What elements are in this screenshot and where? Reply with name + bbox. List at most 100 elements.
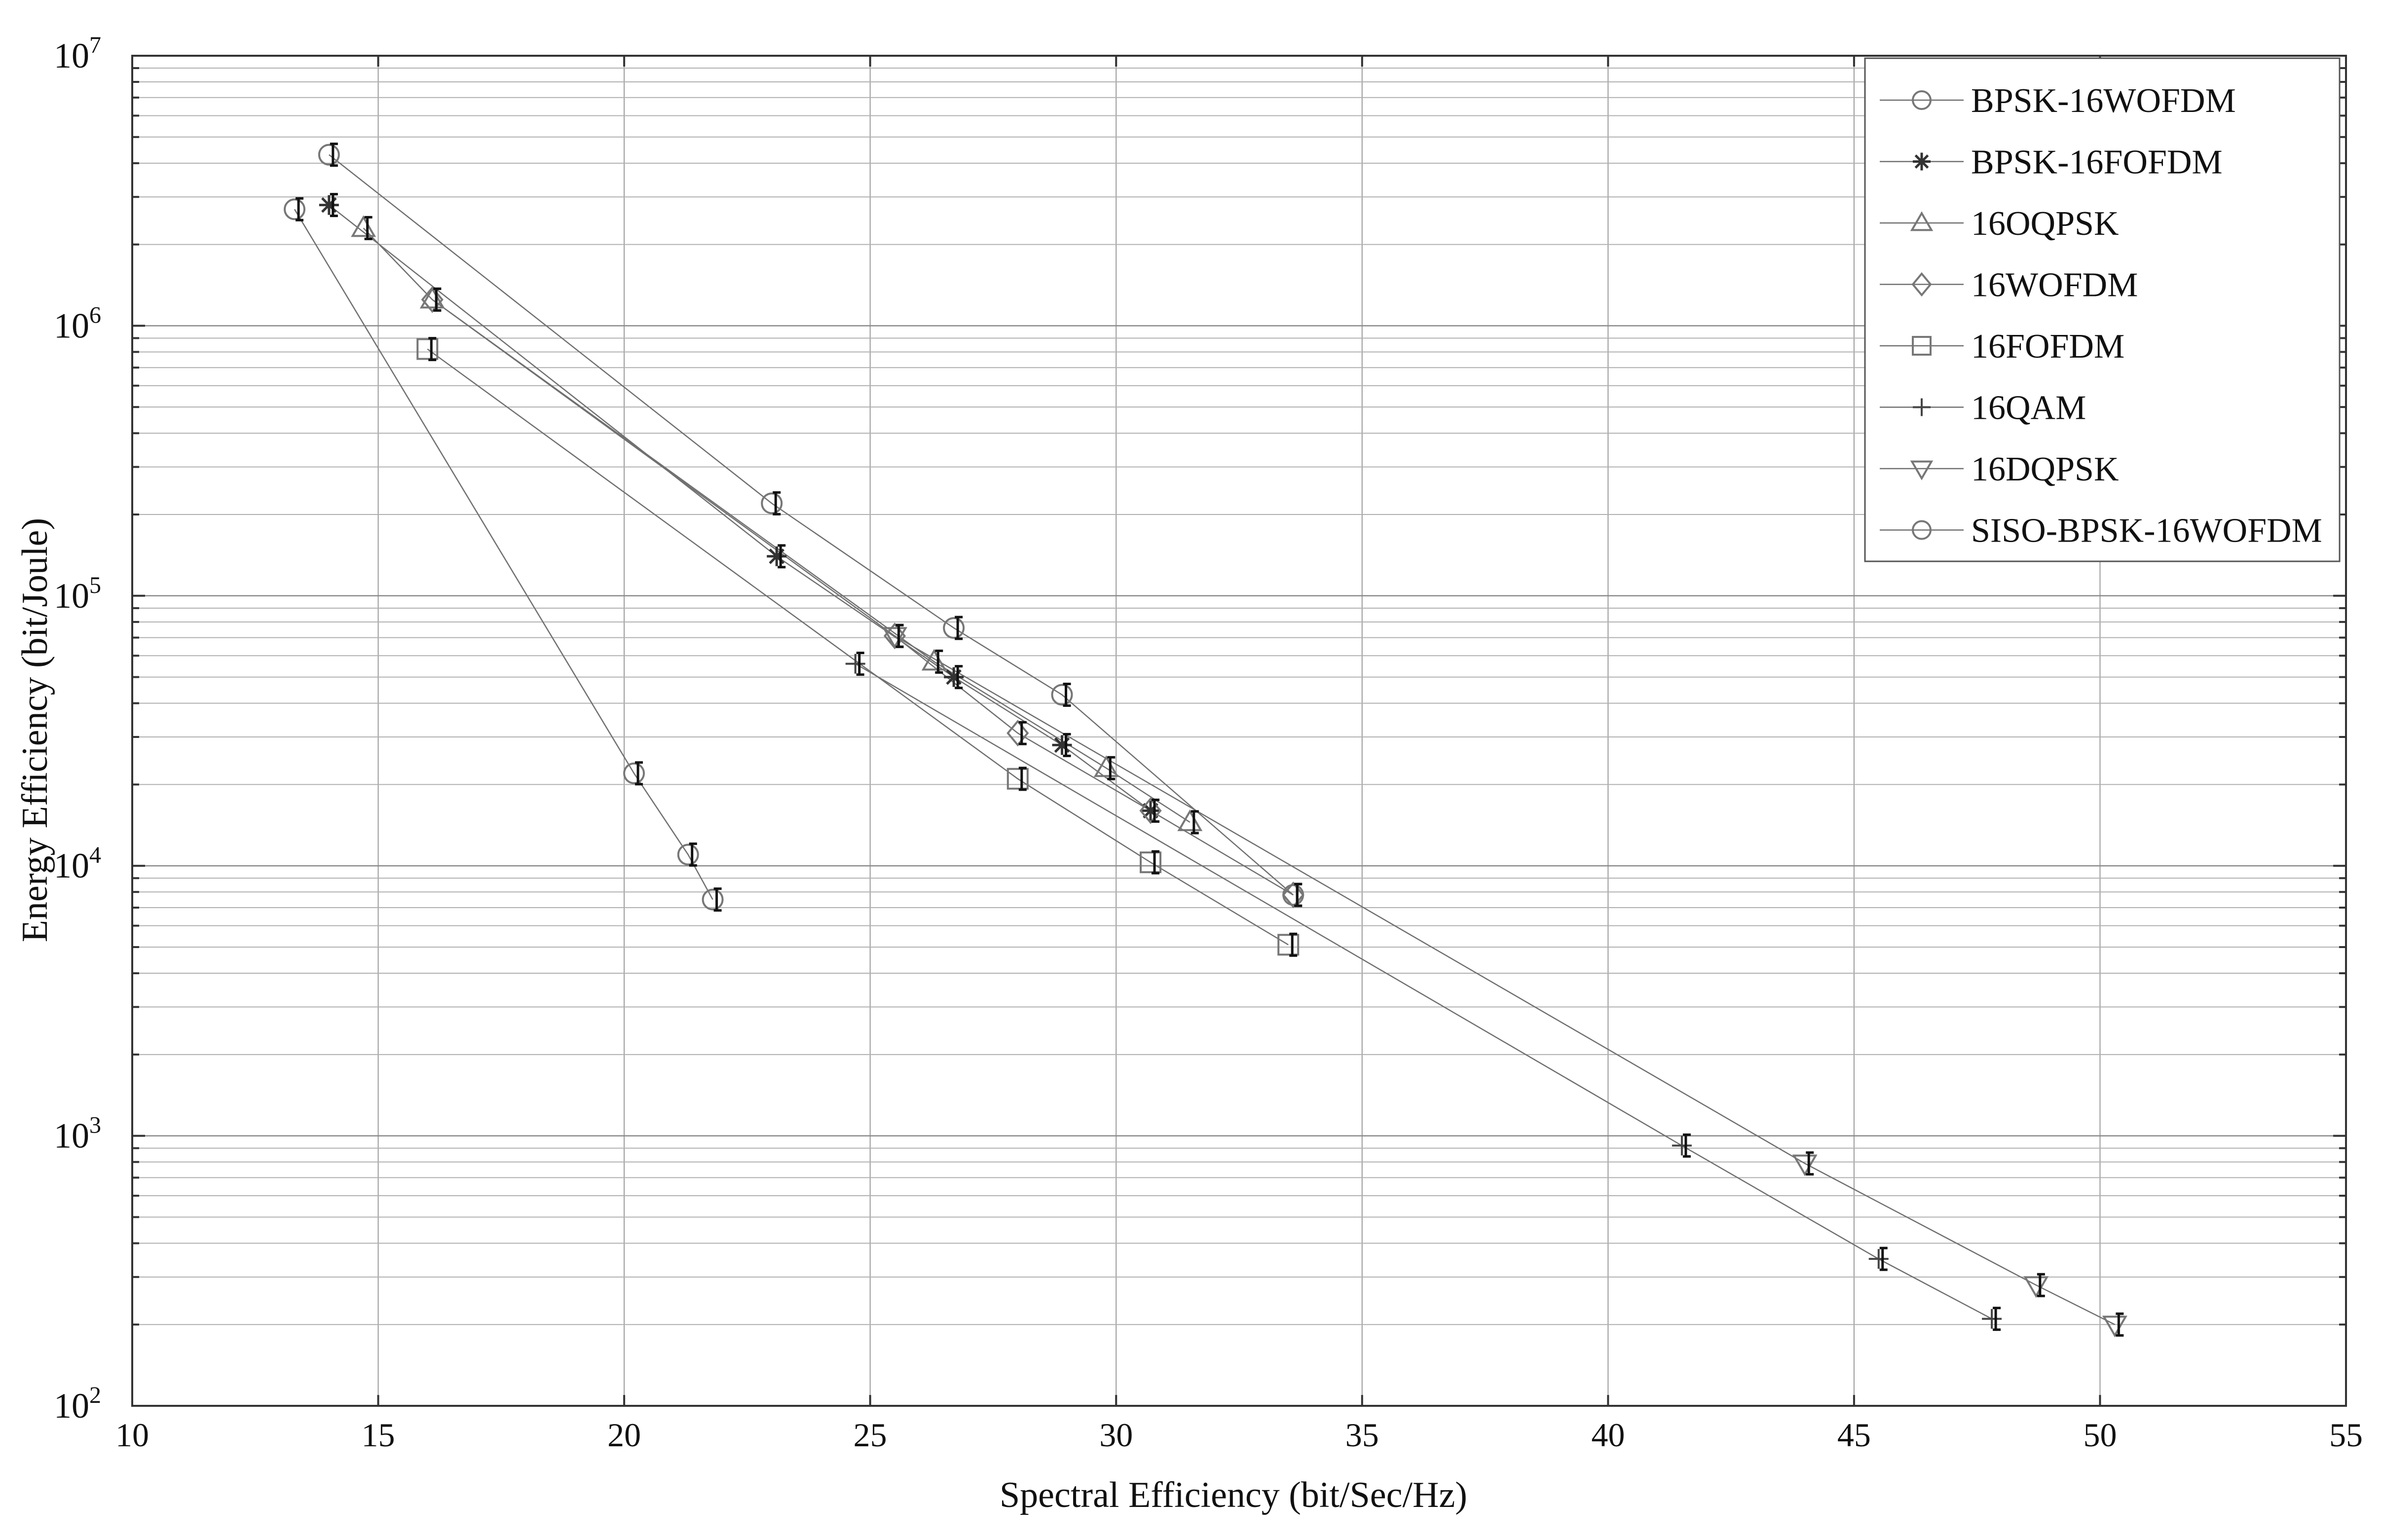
y-tick-exponent: 2: [89, 1382, 101, 1408]
y-tick-label: 106: [54, 302, 101, 345]
data-point: [677, 843, 699, 866]
data-point: [1051, 684, 1073, 706]
y-tick-label: 104: [54, 842, 101, 885]
point-tick: [895, 623, 904, 648]
y-tick-label: 103: [54, 1112, 101, 1156]
point-tick: [330, 193, 338, 218]
point-tick: [364, 216, 372, 240]
point-tick: [1879, 1247, 1888, 1271]
point-tick: [856, 652, 864, 676]
data-point: [351, 215, 376, 237]
x-tick-label: 55: [2329, 1416, 2363, 1454]
plot-frame: [131, 55, 2347, 1407]
x-tick-label: 45: [1837, 1416, 1871, 1454]
point-tick: [428, 337, 437, 362]
legend-label: 16QAM: [1971, 389, 2086, 427]
point-tick: [1063, 682, 1071, 707]
x-tick-label: 10: [115, 1416, 149, 1454]
point-tick: [1152, 850, 1160, 875]
point-tick: [1018, 721, 1027, 745]
series-line: [855, 663, 1992, 1320]
series-markers: [284, 143, 2127, 1338]
series-line: [294, 209, 713, 900]
legend-label: 16OQPSK: [1971, 205, 2119, 243]
series-line: [427, 348, 1289, 946]
legend-label: 16FOFDM: [1971, 328, 2124, 366]
y-tick-exponent: 7: [89, 32, 101, 58]
y-tick-base: 10: [54, 36, 89, 75]
x-tick-label: 50: [2083, 1416, 2117, 1454]
legend-label: SISO-BPSK-16WOFDM: [1971, 512, 2322, 550]
point-tick: [689, 843, 697, 867]
y-tick-exponent: 3: [89, 1112, 101, 1138]
point-tick: [935, 649, 943, 674]
legend-marker: [1910, 460, 1934, 480]
y-tick-label: 102: [54, 1382, 101, 1426]
data-point: [1282, 881, 1304, 909]
point-tick: [1063, 733, 1071, 757]
legend-label: 16WOFDM: [1971, 266, 2138, 304]
point-tick: [635, 761, 643, 786]
data-point: [761, 492, 783, 514]
series-lines: [294, 154, 2115, 1325]
data-point: [1052, 735, 1072, 755]
legend-marker: [1912, 520, 1932, 540]
x-tick-label: 35: [1345, 1416, 1379, 1454]
data-point: [845, 654, 865, 674]
data-point: [421, 286, 444, 313]
data-point: [1141, 801, 1161, 821]
y-axis-label: Energy Efficiency (bit/Joule): [15, 518, 55, 942]
legend-box: [1864, 57, 2341, 562]
x-tick-label: 30: [1099, 1416, 1133, 1454]
series-line: [894, 635, 2115, 1325]
data-point: [1140, 851, 1162, 874]
y-tick-exponent: 5: [89, 572, 101, 598]
series-line: [363, 227, 1191, 823]
point-tick: [955, 616, 963, 640]
data-point: [767, 546, 787, 566]
point-tick: [1682, 1133, 1691, 1158]
y-tick-label: 107: [54, 32, 101, 75]
legend-marker: [1912, 90, 1932, 110]
data-point: [416, 338, 439, 360]
point-tick: [1107, 756, 1116, 780]
legend-marker: [1912, 336, 1932, 356]
y-tick-label: 105: [54, 572, 101, 616]
point-tick: [778, 544, 786, 569]
data-point: [319, 195, 339, 215]
data-point: [1868, 1249, 1889, 1269]
y-tick-base: 10: [54, 576, 89, 616]
data-point: [1672, 1136, 1692, 1156]
data-point: [318, 144, 340, 166]
y-tick-base: 10: [54, 1116, 89, 1156]
legend-marker: [1910, 211, 1934, 231]
legend: BPSK-16WOFDM BPSK-16FOFDM 16OQPSK 16WOFDM 16…: [1864, 57, 2341, 562]
point-tick: [1806, 1151, 1814, 1176]
data-point: [284, 198, 306, 220]
x-tick-label: 15: [362, 1416, 395, 1454]
data-point: [1177, 809, 1203, 831]
x-tick-label: 20: [607, 1416, 641, 1454]
point-tick: [1294, 882, 1303, 907]
data-point: [702, 888, 724, 911]
point-tick: [773, 491, 781, 515]
point-tick: [296, 197, 304, 221]
legend-marker: [1913, 398, 1931, 416]
data-point: [1139, 797, 1162, 824]
data-point: [2023, 1276, 2049, 1298]
point-tick: [1289, 932, 1298, 957]
y-tick-exponent: 4: [89, 842, 101, 868]
point-tick: [1018, 767, 1027, 791]
point-tick: [1152, 798, 1160, 823]
legend-marker: [1913, 152, 1931, 171]
data-point: [943, 617, 965, 639]
point-tick: [330, 143, 338, 167]
data-point: [419, 287, 445, 309]
series-line: [329, 154, 1294, 896]
data-point: [2102, 1316, 2127, 1338]
data-point: [1006, 768, 1029, 790]
data-point: [921, 649, 947, 671]
series-line: [432, 299, 1294, 896]
